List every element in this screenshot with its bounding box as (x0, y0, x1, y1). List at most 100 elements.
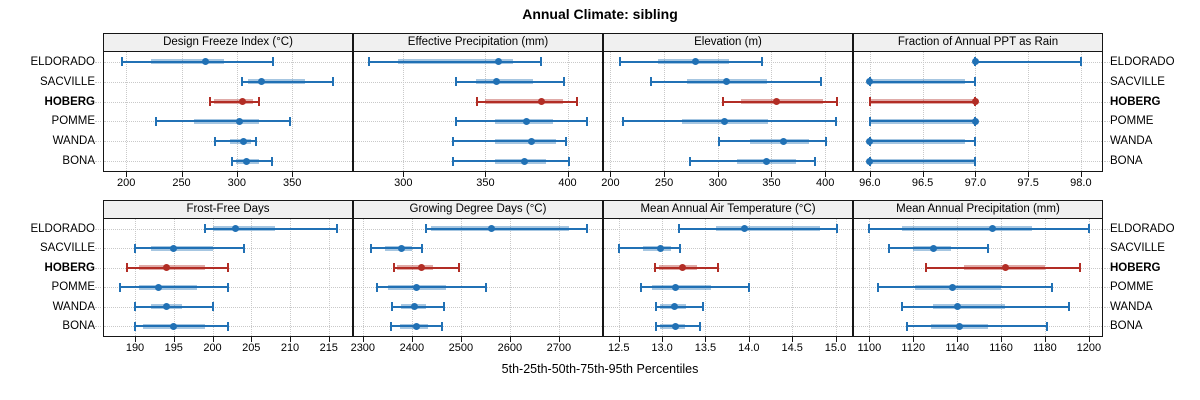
p5-cap-sacville (617, 243, 620, 253)
iqr-band-eldorado (398, 59, 514, 65)
median-dot-sacville (866, 78, 874, 86)
x-tick-mark (251, 337, 253, 342)
horizontal-gridline (854, 81, 1102, 83)
whisker-line-eldorado (368, 60, 542, 63)
horizontal-gridline (354, 306, 602, 308)
vertical-gridline (362, 219, 364, 336)
p95-cap-sacville (332, 77, 335, 87)
p5-cap-pomme (454, 116, 457, 126)
whisker-line-sacville (869, 80, 976, 83)
median-dot-pomme (235, 117, 243, 125)
vertical-gridline (251, 219, 253, 336)
iqr-band-eldorado (902, 226, 1032, 232)
whisker-line-bona (689, 160, 816, 163)
p5-cap-bona (905, 321, 908, 331)
p5-cap-hoberg (654, 263, 657, 273)
median-dot-bona (170, 322, 178, 330)
p95-cap-sacville (679, 243, 682, 253)
x-tick-label: 1100 (857, 342, 882, 354)
site-label-wanda: WANDA (52, 300, 95, 313)
vertical-gridline (558, 219, 560, 336)
median-dot-sacville (722, 78, 730, 86)
x-tick-mark (567, 172, 569, 177)
x-tick-mark (558, 337, 560, 342)
x-tick-mark (1088, 337, 1090, 342)
median-dot-sacville (397, 244, 405, 252)
x-axis-design-freeze-index-c: 200 250 300 350 (104, 172, 352, 194)
row-leader-line (1104, 248, 1110, 250)
panel-plot-area (854, 219, 1102, 336)
p95-cap-wanda (1068, 302, 1071, 312)
row-leader-line (1104, 287, 1110, 289)
site-labels-left-row2: ELDORADO SACVILLE HOBERG POMME WANDA BONA (0, 219, 101, 336)
site-labels-right-row1: ELDORADO SACVILLE HOBERG POMME WANDA BONA (1104, 52, 1200, 171)
p5-cap-wanda (134, 302, 136, 312)
x-tick-mark (236, 172, 238, 177)
panel-box: Effective Precipitation (mm) (353, 33, 603, 172)
whisker-line-hoberg (210, 100, 259, 103)
p5-cap-sacville (454, 77, 457, 87)
iqr-band-pomme (138, 284, 197, 290)
iqr-band-hoberg (213, 99, 254, 105)
p5-cap-sacville (888, 243, 891, 253)
x-tick-mark (913, 337, 915, 342)
x-tick-mark (485, 172, 487, 177)
x-tick-label: 200 (116, 177, 136, 189)
row-leader-line (1104, 306, 1110, 308)
p95-cap-bona (568, 156, 571, 166)
vertical-gridline (485, 52, 487, 171)
site-label-sacville: SACVILLE (40, 242, 95, 255)
whisker-line-wanda (135, 305, 213, 308)
median-dot-wanda (240, 137, 247, 145)
panel-box: Frost-Free Days (103, 200, 353, 337)
whisker-line-pomme (377, 286, 487, 289)
row-leader-line (95, 81, 101, 83)
x-axis-caption: 5th-25th-50th-75th-95th Percentiles (501, 362, 699, 376)
panel-box: Design Freeze Index (°C) (103, 33, 353, 172)
row-leader-line (95, 101, 101, 103)
panel-box: Fraction of Annual PPT as Rain (853, 33, 1103, 172)
median-dot-hoberg (773, 98, 781, 106)
median-dot-eldorado (971, 58, 979, 66)
median-dot-wanda (953, 303, 961, 311)
x-tick-mark (662, 337, 664, 342)
median-dot-wanda (779, 137, 787, 145)
x-axis-growing-degree-days-c: 2300 2400 2500 2600 2700 (351, 337, 602, 359)
iqr-band-sacville (247, 79, 306, 85)
whisker-line-sacville (455, 80, 565, 83)
x-tick-label: 13.5 (694, 342, 717, 354)
whisker-line-eldorado (426, 227, 588, 230)
x-tick-label: 250 (172, 177, 191, 189)
median-dot-hoberg (238, 98, 246, 106)
site-label-pomme: POMME (51, 115, 95, 128)
row-leader-line (95, 121, 101, 123)
median-dot-sacville (929, 244, 937, 252)
median-dot-sacville (493, 78, 501, 86)
median-dot-pomme (949, 283, 957, 291)
panel-plot-area (604, 219, 852, 336)
median-dot-wanda (866, 137, 874, 145)
vertical-gridline (509, 219, 511, 336)
horizontal-gridline (854, 161, 1102, 163)
vertical-gridline (957, 219, 959, 336)
x-tick-mark (509, 337, 511, 342)
whisker-line-hoberg (393, 266, 459, 269)
row-leader-line (1104, 267, 1110, 269)
p5-cap-bona (390, 321, 393, 331)
iqr-band-sacville (475, 79, 533, 85)
iqr-band-hoberg (397, 265, 434, 271)
x-tick-label: 350 (283, 177, 302, 189)
p5-cap-sacville (369, 243, 372, 253)
iqr-band-bona (869, 158, 976, 164)
vertical-gridline (1080, 52, 1082, 171)
x-tick-label: 14.0 (738, 342, 760, 354)
x-tick-label: 13.0 (651, 342, 673, 354)
p95-cap-hoberg (717, 263, 720, 273)
x-tick-mark (362, 337, 364, 342)
p95-cap-eldorado (760, 57, 763, 67)
x-tick-mark (1080, 172, 1082, 177)
p5-cap-sacville (134, 243, 136, 253)
p95-cap-pomme (747, 282, 750, 292)
iqr-band-pomme (869, 118, 976, 124)
x-tick-mark (292, 172, 294, 177)
